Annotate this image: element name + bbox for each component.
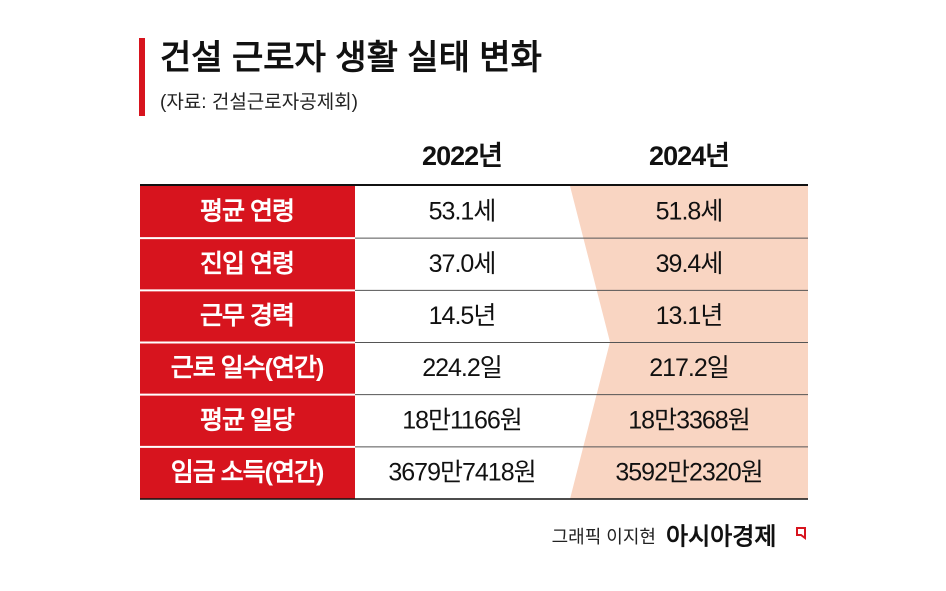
cell-value: 39.4세 bbox=[656, 250, 723, 278]
row-label: 평균 일당 bbox=[200, 406, 295, 434]
cell-value: 18만3368원 bbox=[628, 406, 749, 434]
credit: 그래픽 이지현 bbox=[552, 527, 656, 547]
source: (자료: 건설근로자공제회) bbox=[160, 91, 358, 113]
title-accent bbox=[139, 38, 145, 116]
cell-value: 37.0세 bbox=[429, 250, 496, 278]
brand-icon bbox=[796, 527, 806, 540]
row-label: 진입 연령 bbox=[200, 250, 294, 278]
cell-value: 217.2일 bbox=[649, 354, 729, 382]
row-label: 평균 연령 bbox=[200, 198, 294, 226]
title: 건설 근로자 생활 실태 변화 bbox=[160, 39, 542, 77]
column-header: 2022년 bbox=[422, 141, 502, 171]
cell-value: 13.1년 bbox=[656, 302, 723, 330]
cell-value: 224.2일 bbox=[422, 354, 502, 382]
cell-value: 51.8세 bbox=[656, 198, 723, 226]
brand: 아시아경제 bbox=[666, 523, 776, 550]
cell-value: 14.5년 bbox=[429, 302, 496, 330]
cell-value: 53.1세 bbox=[429, 198, 496, 226]
cell-value: 3679만7418원 bbox=[388, 459, 535, 487]
row-label: 임금 소득(연간) bbox=[171, 459, 324, 487]
row-label: 근무 경력 bbox=[200, 302, 294, 330]
column-header: 2024년 bbox=[649, 141, 729, 171]
cell-value: 3592만2320원 bbox=[615, 459, 762, 487]
cell-value: 18만1166원 bbox=[402, 406, 522, 434]
row-label: 근로 일수(연간) bbox=[171, 354, 324, 382]
